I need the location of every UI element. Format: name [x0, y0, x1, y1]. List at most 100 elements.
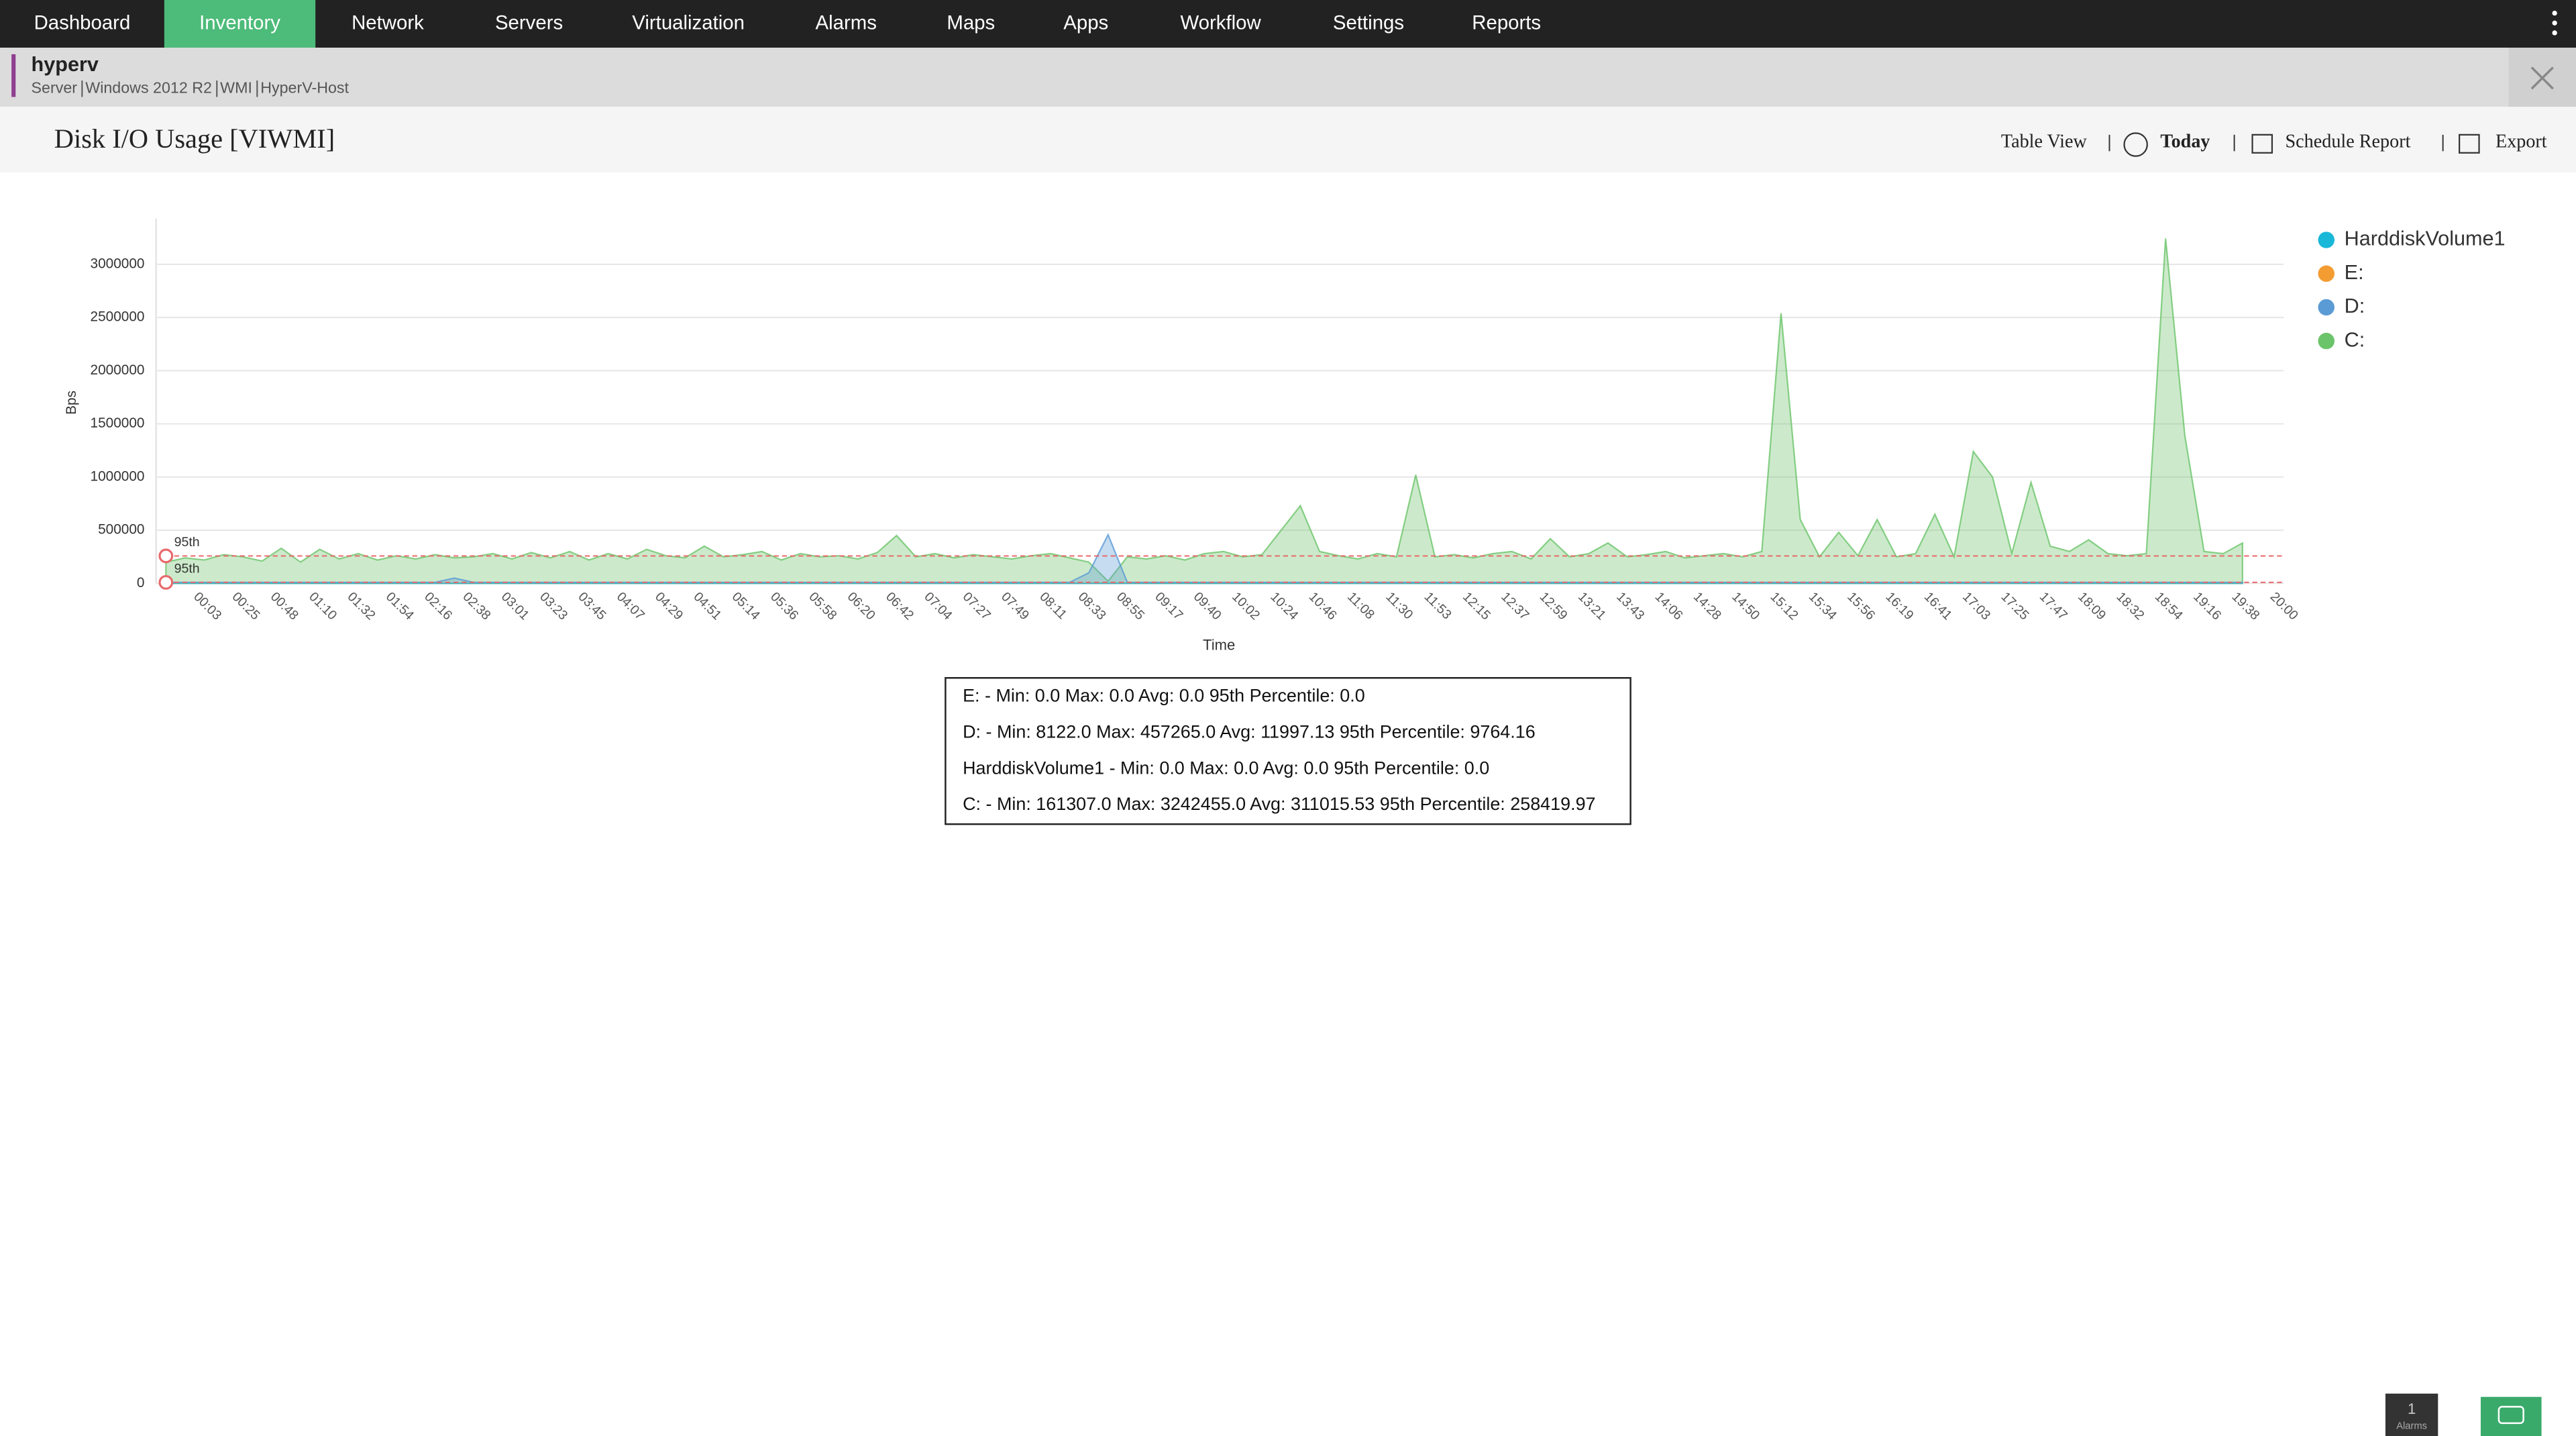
calendar-icon [2251, 134, 2273, 154]
x-tick-label: 04:29 [652, 589, 686, 623]
x-tick-label: 12:15 [1460, 589, 1493, 623]
y-tick-label: 0 [137, 575, 145, 591]
x-tick-label: 13:43 [1613, 589, 1647, 623]
x-tick-label: 09:17 [1152, 589, 1185, 623]
stats-line: HarddiskVolume1 - Min: 0.0 Max: 0.0 Avg:… [963, 758, 1489, 778]
device-tag: Windows 2012 R2 [85, 79, 212, 96]
stats-box [945, 677, 1631, 825]
nav-item[interactable]: Reports [1472, 11, 1541, 34]
x-tick-label: 05:14 [729, 589, 763, 623]
nav-item[interactable]: Apps [1063, 11, 1108, 34]
nav-item[interactable]: Virtualization [632, 11, 745, 34]
x-tick-label: 15:56 [1844, 589, 1878, 623]
menu-dot[interactable] [2552, 30, 2557, 36]
x-tick-label: 00:03 [191, 589, 224, 623]
x-tick-label: 01:10 [306, 589, 339, 623]
y-tick-label: 3000000 [91, 256, 145, 271]
stats-line: D: - Min: 8122.0 Max: 457265.0 Avg: 1199… [963, 721, 1536, 741]
x-tick-label: 12:59 [1537, 589, 1570, 623]
alarm-label[interactable]: Alarms [2396, 1421, 2427, 1432]
nav-item[interactable]: Alarms [816, 11, 877, 34]
x-tick-label: 12:37 [1498, 589, 1532, 623]
export-icon [2459, 134, 2480, 154]
nav-active [164, 0, 316, 48]
series-area [165, 238, 2243, 584]
y-tick-label: 1500000 [91, 415, 145, 431]
x-tick-label: 10:02 [1229, 589, 1263, 623]
x-tick-label: 14:50 [1729, 589, 1762, 623]
report-action[interactable]: Today [2160, 132, 2210, 152]
x-tick-label: 07:04 [921, 589, 955, 623]
x-tick-label: 02:16 [421, 589, 455, 623]
x-tick-label: 05:36 [767, 589, 801, 623]
legend-swatch[interactable] [2318, 265, 2334, 283]
nav-item[interactable]: Dashboard [34, 11, 131, 34]
x-tick-label: 05:58 [806, 589, 839, 623]
x-tick-label: 11:30 [1383, 589, 1415, 622]
chat-button[interactable] [2480, 1396, 2542, 1436]
y-tick-label: 2500000 [91, 309, 145, 325]
x-axis-label: Time [1203, 636, 1235, 653]
x-tick-label: 20:00 [2267, 589, 2301, 623]
legend-label[interactable]: HarddiskVolume1 [2345, 227, 2506, 250]
x-tick-label: 04:07 [614, 589, 647, 623]
x-tick-label: 06:42 [883, 589, 916, 623]
x-tick-label: 04:51 [690, 589, 724, 623]
report-action[interactable]: Table View [2001, 132, 2088, 152]
x-tick-label: 03:23 [537, 589, 570, 623]
x-tick-label: 02:38 [460, 589, 494, 623]
nav-item[interactable]: Settings [1333, 11, 1404, 34]
legend-label[interactable]: D: [2345, 295, 2365, 317]
x-tick-label: 08:11 [1036, 589, 1069, 622]
x-tick-label: 19:38 [2229, 589, 2262, 623]
percentile-marker [158, 548, 174, 564]
x-tick-label: 13:21 [1575, 589, 1609, 623]
legend-label[interactable]: E: [2345, 261, 2364, 284]
nav-item[interactable]: Servers [495, 11, 563, 34]
alarm-badge[interactable] [2385, 1393, 2438, 1436]
percentile-marker [158, 574, 174, 590]
x-tick-label: 03:01 [498, 589, 532, 623]
report-action[interactable]: Export [2496, 132, 2547, 152]
legend-swatch[interactable] [2318, 299, 2334, 316]
x-tick-label: 15:34 [1806, 589, 1839, 623]
nav-item[interactable]: Network [352, 11, 424, 34]
x-tick-label: 09:40 [1191, 589, 1224, 623]
stats-line: E: - Min: 0.0 Max: 0.0 Avg: 0.0 95th Per… [963, 686, 1365, 706]
clock-icon [2123, 132, 2148, 157]
x-tick-label: 14:06 [1652, 589, 1686, 623]
menu-dot[interactable] [2552, 10, 2557, 16]
header-accent [11, 54, 16, 97]
close-icon[interactable] [2530, 66, 2554, 90]
chat-icon [2498, 1406, 2524, 1425]
device-name: hyperv [32, 53, 99, 76]
device-header [0, 48, 2576, 107]
x-tick-label: 18:54 [2152, 589, 2186, 623]
percentile-label: 95th [174, 535, 200, 550]
alarm-count[interactable]: 1 [2408, 1400, 2416, 1417]
y-tick-label: 500000 [98, 522, 144, 537]
nav-item[interactable]: Maps [947, 11, 995, 34]
x-tick-label: 17:25 [1998, 589, 2031, 623]
x-tick-label: 07:27 [960, 589, 994, 623]
report-action[interactable]: Schedule Report [2286, 132, 2411, 152]
x-tick-label: 10:24 [1267, 589, 1301, 623]
x-tick-label: 18:09 [2075, 589, 2108, 623]
device-tag: Server [32, 79, 78, 96]
legend-swatch[interactable] [2318, 332, 2334, 350]
nav-item[interactable]: Workflow [1180, 11, 1261, 34]
x-tick-label: 19:16 [2190, 589, 2224, 623]
nav-item[interactable]: Inventory [199, 11, 280, 34]
menu-dot[interactable] [2552, 20, 2557, 25]
x-tick-label: 18:32 [2113, 589, 2147, 623]
report-title: Disk I/O Usage [VIWMI] [54, 123, 335, 154]
x-tick-label: 06:20 [845, 589, 878, 623]
legend-swatch[interactable] [2318, 232, 2334, 248]
device-tag: WMI [220, 79, 252, 96]
nav-bar [0, 0, 2576, 48]
x-tick-label: 14:28 [1690, 589, 1724, 623]
x-tick-label: 01:32 [345, 589, 378, 623]
legend-label[interactable]: C: [2345, 328, 2365, 351]
